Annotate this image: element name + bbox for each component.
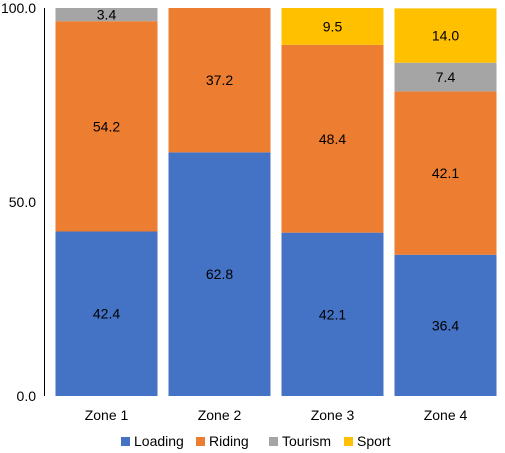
bar-loading-zone-2 — [168, 152, 271, 396]
bar-sport-zone-4 — [394, 8, 497, 63]
bar-sport-zone-3 — [281, 8, 384, 45]
y-tick-label-0-0: 0.0 — [17, 388, 37, 404]
bar-loading-zone-3 — [281, 232, 384, 396]
x-tick-label-zone-4: Zone 4 — [424, 407, 468, 423]
y-tick-label-100-0: 100.0 — [1, 0, 36, 16]
legend-label-sport: Sport — [357, 433, 391, 449]
legend-swatch-riding — [196, 437, 205, 446]
data-label-sport-zone-4: 14.0 — [432, 28, 459, 44]
legend-swatch-tourism — [269, 437, 278, 446]
data-label-riding-zone-3: 48.4 — [319, 131, 346, 147]
bar-loading-zone-1 — [55, 231, 158, 396]
data-label-riding-zone-4: 42.1 — [432, 165, 459, 181]
data-label-loading-zone-3: 42.1 — [319, 306, 346, 322]
data-label-loading-zone-1: 42.4 — [93, 306, 120, 322]
legend-swatch-sport — [344, 437, 353, 446]
data-labels-layer: 42.4 54.2 3.4 62.8 37.2 42.1 48.4 9.5 36.4 42.1 7.… — [93, 7, 459, 334]
x-tick-label-zone-1: Zone 1 — [85, 407, 129, 423]
y-tick-label-50-0: 50.0 — [9, 194, 36, 210]
bar-riding-zone-3 — [281, 44, 384, 233]
bar-riding-zone-1 — [55, 21, 158, 232]
data-label-loading-zone-4: 36.4 — [432, 317, 459, 333]
data-label-tourism-zone-4: 7.4 — [436, 69, 456, 85]
x-tick-label-zone-3: Zone 3 — [311, 407, 355, 423]
data-label-riding-zone-1: 54.2 — [93, 118, 120, 134]
legend-label-loading: Loading — [134, 433, 184, 449]
data-label-riding-zone-2: 37.2 — [206, 72, 233, 88]
bar-riding-zone-4 — [394, 91, 497, 255]
legend-swatch-loading — [121, 437, 130, 446]
bar-riding-zone-2 — [168, 8, 271, 153]
legend-label-tourism: Tourism — [282, 433, 331, 449]
bar-tourism-zone-1 — [55, 8, 158, 22]
x-tick-label-zone-2: Zone 2 — [198, 407, 242, 423]
x-tick-labels: Zone 1 Zone 2 Zone 3 Zone 4 — [85, 407, 468, 423]
bars-layer — [55, 8, 497, 396]
data-label-loading-zone-2: 62.8 — [206, 266, 233, 282]
data-label-tourism-zone-1: 3.4 — [97, 7, 117, 23]
y-tick-labels: 0.0 50.0 100.0 — [1, 0, 36, 404]
data-label-sport-zone-3: 9.5 — [323, 18, 343, 34]
bar-tourism-zone-4 — [394, 62, 497, 92]
legend-label-riding: Riding — [209, 433, 249, 449]
bar-loading-zone-4 — [394, 254, 497, 396]
legend: Loading Riding Tourism Sport — [121, 433, 391, 449]
